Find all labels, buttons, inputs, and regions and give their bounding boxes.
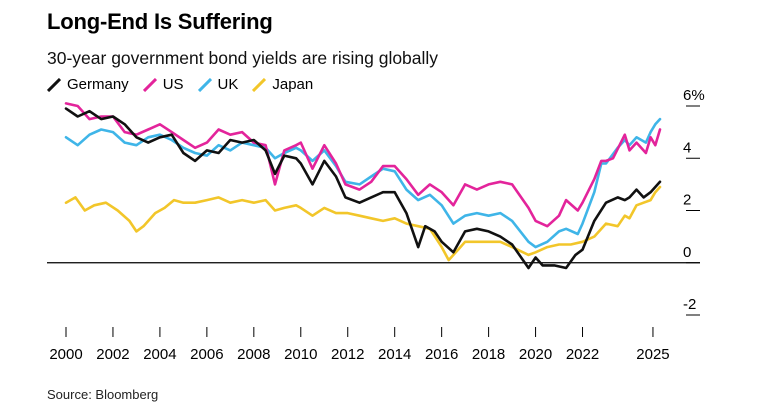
x-tick-label: 2004 — [143, 346, 176, 363]
legend-swatch-germany — [47, 77, 61, 92]
legend: Germany US UK Japan — [47, 76, 313, 93]
y-tick-label: 6% — [683, 87, 705, 104]
legend-swatch-uk — [197, 77, 212, 92]
x-tick-label: 2025 — [636, 346, 669, 363]
legend-label-us: US — [162, 76, 184, 93]
series-line-japan — [64, 185, 662, 262]
x-tick-label: 2006 — [190, 346, 223, 363]
x-tick-label: 2016 — [425, 346, 458, 363]
legend-label-uk: UK — [217, 76, 239, 93]
legend-item-uk: UK — [197, 76, 239, 93]
y-tick-label: 2 — [683, 192, 691, 209]
chart-subtitle: 30-year government bond yields are risin… — [47, 48, 439, 68]
x-tick-label: 2018 — [472, 346, 505, 363]
x-tick-label: 2008 — [237, 346, 270, 363]
legend-label-germany: Germany — [67, 76, 129, 93]
legend-label-japan: Japan — [272, 76, 314, 93]
x-tick-label: 2014 — [378, 346, 411, 363]
source-note: Source: Bloomberg — [47, 387, 159, 402]
x-tick-label: 2020 — [519, 346, 552, 363]
legend-item-japan: Japan — [252, 76, 313, 93]
x-tick-label: 2012 — [331, 346, 364, 363]
y-tick-label: 0 — [683, 244, 691, 261]
y-tick-label: -2 — [683, 296, 696, 313]
legend-item-germany: Germany — [47, 76, 129, 93]
series-line-germany — [64, 107, 662, 270]
x-tick-label: 2022 — [566, 346, 599, 363]
legend-swatch-japan — [252, 77, 267, 92]
y-tick-label: 4 — [683, 139, 691, 156]
x-tick-label: 2002 — [96, 346, 129, 363]
legend-swatch-us — [142, 77, 157, 92]
series-line-us — [64, 102, 662, 228]
x-tick-label: 2010 — [284, 346, 317, 363]
chart-title: Long-End Is Suffering — [47, 9, 273, 34]
legend-item-us: US — [142, 76, 184, 93]
x-tick-label: 2000 — [49, 346, 82, 363]
